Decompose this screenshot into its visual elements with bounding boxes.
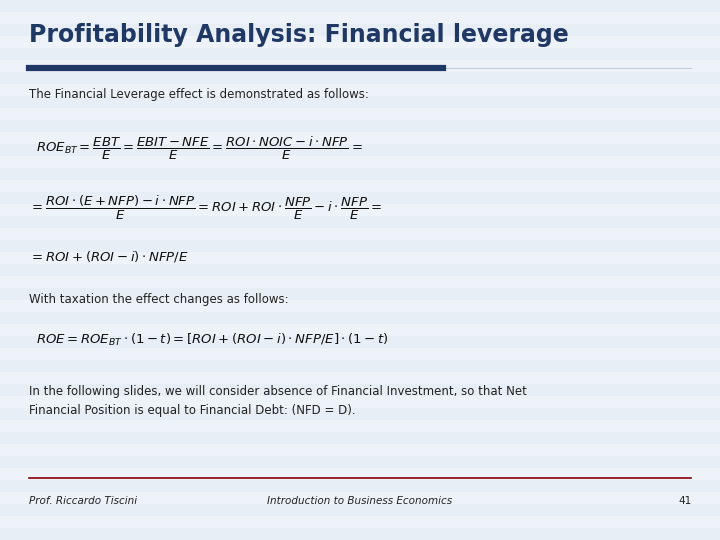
Bar bbox=[0, 0, 720, 12]
Bar bbox=[0, 300, 720, 312]
Bar bbox=[0, 84, 720, 96]
Bar bbox=[0, 372, 720, 384]
Bar bbox=[0, 396, 720, 408]
Bar bbox=[0, 432, 720, 444]
Text: In the following slides, we will consider absence of Financial Investment, so th: In the following slides, we will conside… bbox=[29, 385, 526, 398]
Bar bbox=[0, 384, 720, 396]
Text: Prof. Riccardo Tiscini: Prof. Riccardo Tiscini bbox=[29, 496, 137, 506]
Text: $= ROI + (ROI - i) \cdot NFP / E$: $= ROI + (ROI - i) \cdot NFP / E$ bbox=[29, 249, 189, 264]
Bar bbox=[0, 48, 720, 60]
Text: The Financial Leverage effect is demonstrated as follows:: The Financial Leverage effect is demonst… bbox=[29, 88, 369, 101]
Text: 41: 41 bbox=[678, 496, 691, 506]
Text: Introduction to Business Economics: Introduction to Business Economics bbox=[267, 496, 453, 506]
Bar bbox=[0, 492, 720, 504]
Bar bbox=[0, 120, 720, 132]
Bar bbox=[0, 192, 720, 204]
Bar bbox=[0, 516, 720, 528]
Bar bbox=[0, 276, 720, 288]
Bar bbox=[0, 204, 720, 216]
Text: $= \dfrac{ROI \cdot (E + NFP) - i \cdot NFP}{E} = ROI + ROI \cdot \dfrac{NFP}{E}: $= \dfrac{ROI \cdot (E + NFP) - i \cdot … bbox=[29, 194, 382, 222]
Bar bbox=[0, 528, 720, 540]
Bar bbox=[0, 360, 720, 372]
Bar bbox=[0, 336, 720, 348]
Bar bbox=[0, 252, 720, 264]
Bar bbox=[0, 108, 720, 120]
Bar bbox=[0, 408, 720, 420]
Bar bbox=[0, 264, 720, 276]
Bar bbox=[0, 36, 720, 48]
Bar bbox=[0, 312, 720, 324]
Bar bbox=[0, 420, 720, 432]
Bar bbox=[0, 348, 720, 360]
Bar bbox=[0, 180, 720, 192]
Bar bbox=[0, 456, 720, 468]
Bar bbox=[0, 480, 720, 492]
Bar bbox=[0, 132, 720, 144]
Bar bbox=[0, 288, 720, 300]
Text: $ROE = ROE_{BT} \cdot (1-t) = \left[ROI + (ROI - i) \cdot NFP / E\right] \cdot (: $ROE = ROE_{BT} \cdot (1-t) = \left[ROI … bbox=[36, 332, 389, 348]
Text: With taxation the effect changes as follows:: With taxation the effect changes as foll… bbox=[29, 293, 289, 306]
Bar bbox=[0, 96, 720, 108]
Bar bbox=[0, 12, 720, 24]
Bar bbox=[0, 168, 720, 180]
Bar bbox=[0, 144, 720, 156]
Bar bbox=[0, 504, 720, 516]
Bar bbox=[0, 24, 720, 36]
Bar bbox=[0, 156, 720, 168]
Bar bbox=[0, 324, 720, 336]
Bar bbox=[0, 444, 720, 456]
Text: Financial Position is equal to Financial Debt: (NFD = D).: Financial Position is equal to Financial… bbox=[29, 404, 356, 417]
Bar bbox=[0, 228, 720, 240]
Bar bbox=[0, 60, 720, 72]
Bar bbox=[0, 468, 720, 480]
Bar bbox=[0, 72, 720, 84]
Text: Profitability Analysis: Financial leverage: Profitability Analysis: Financial levera… bbox=[29, 23, 569, 47]
Text: $ROE_{BT} = \dfrac{EBT}{E} = \dfrac{EBIT - NFE}{E} = \dfrac{ROI \cdot NOIC - i \: $ROE_{BT} = \dfrac{EBT}{E} = \dfrac{EBIT… bbox=[36, 135, 363, 162]
Bar bbox=[0, 240, 720, 252]
Bar bbox=[0, 216, 720, 228]
